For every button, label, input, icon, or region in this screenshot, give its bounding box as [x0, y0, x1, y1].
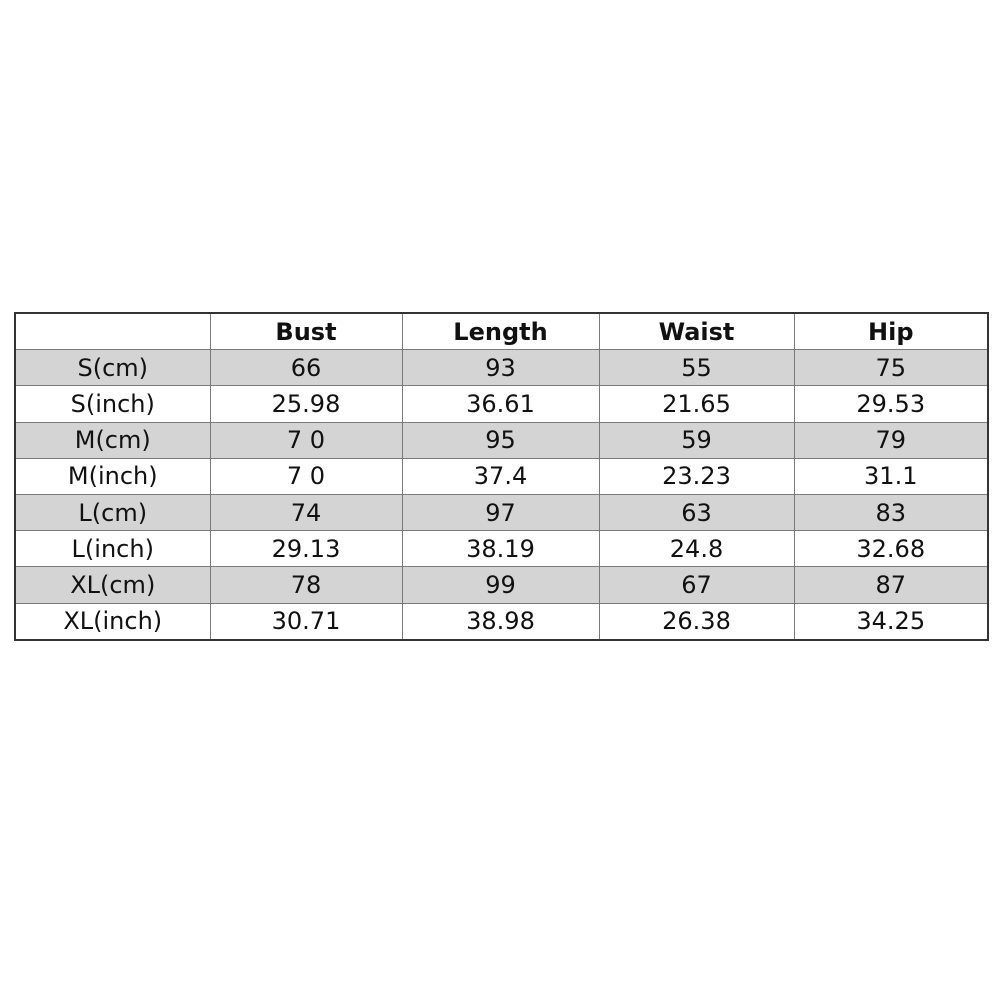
row-label: M(cm) — [14, 421, 211, 459]
table-cell: 29.53 — [793, 385, 989, 423]
table-cell: 29.13 — [209, 530, 403, 568]
table-row: XL(cm) 78 99 67 87 — [14, 566, 989, 604]
table-cell: 7 0 — [209, 421, 403, 459]
table-cell: 74 — [209, 493, 403, 532]
table-cell: 95 — [401, 421, 600, 459]
column-header — [14, 312, 211, 351]
table-cell: 75 — [793, 349, 989, 387]
table-cell: 78 — [209, 566, 403, 604]
table-row: S(inch) 25.98 36.61 21.65 29.53 — [14, 385, 989, 423]
table-row: M(inch) 7 0 37.4 23.23 31.1 — [14, 457, 989, 495]
table-cell: 97 — [401, 493, 600, 532]
table-cell: 26.38 — [598, 602, 795, 641]
row-label: S(inch) — [14, 385, 211, 423]
table-row: XL(inch) 30.71 38.98 26.38 34.25 — [14, 602, 989, 641]
table-cell: 30.71 — [209, 602, 403, 641]
table-cell: 21.65 — [598, 385, 795, 423]
table-cell: 93 — [401, 349, 600, 387]
table-cell: 23.23 — [598, 457, 795, 495]
table-cell: 63 — [598, 493, 795, 532]
column-header: Hip — [793, 312, 989, 351]
table-cell: 87 — [793, 566, 989, 604]
row-label: L(cm) — [14, 493, 211, 532]
table-cell: 66 — [209, 349, 403, 387]
table-cell: 32.68 — [793, 530, 989, 568]
row-label: XL(cm) — [14, 566, 211, 604]
table-cell: 37.4 — [401, 457, 600, 495]
column-header: Waist — [598, 312, 795, 351]
column-header: Bust — [209, 312, 403, 351]
table-cell: 83 — [793, 493, 989, 532]
table-cell: 38.98 — [401, 602, 600, 641]
table-cell: 25.98 — [209, 385, 403, 423]
table-cell: 36.61 — [401, 385, 600, 423]
row-label: L(inch) — [14, 530, 211, 568]
row-label: XL(inch) — [14, 602, 211, 641]
table-cell: 79 — [793, 421, 989, 459]
table-cell: 34.25 — [793, 602, 989, 641]
table-cell: 55 — [598, 349, 795, 387]
table-row: S(cm) 66 93 55 75 — [14, 349, 989, 387]
table-cell: 99 — [401, 566, 600, 604]
table-cell: 24.8 — [598, 530, 795, 568]
table-cell: 67 — [598, 566, 795, 604]
table-cell: 31.1 — [793, 457, 989, 495]
column-header: Length — [401, 312, 600, 351]
size-chart-table: Bust Length Waist Hip S(cm) 66 93 55 75 S(inch) 2… — [14, 312, 989, 641]
table-row: M(cm) 7 0 95 59 79 — [14, 421, 989, 459]
row-label: S(cm) — [14, 349, 211, 387]
table-row: L(inch) 29.13 38.19 24.8 32.68 — [14, 530, 989, 568]
header-row: Bust Length Waist Hip — [14, 312, 989, 351]
table-cell: 38.19 — [401, 530, 600, 568]
table-cell: 7 0 — [209, 457, 403, 495]
table-row: L(cm) 74 97 63 83 — [14, 493, 989, 532]
row-label: M(inch) — [14, 457, 211, 495]
table-cell: 59 — [598, 421, 795, 459]
